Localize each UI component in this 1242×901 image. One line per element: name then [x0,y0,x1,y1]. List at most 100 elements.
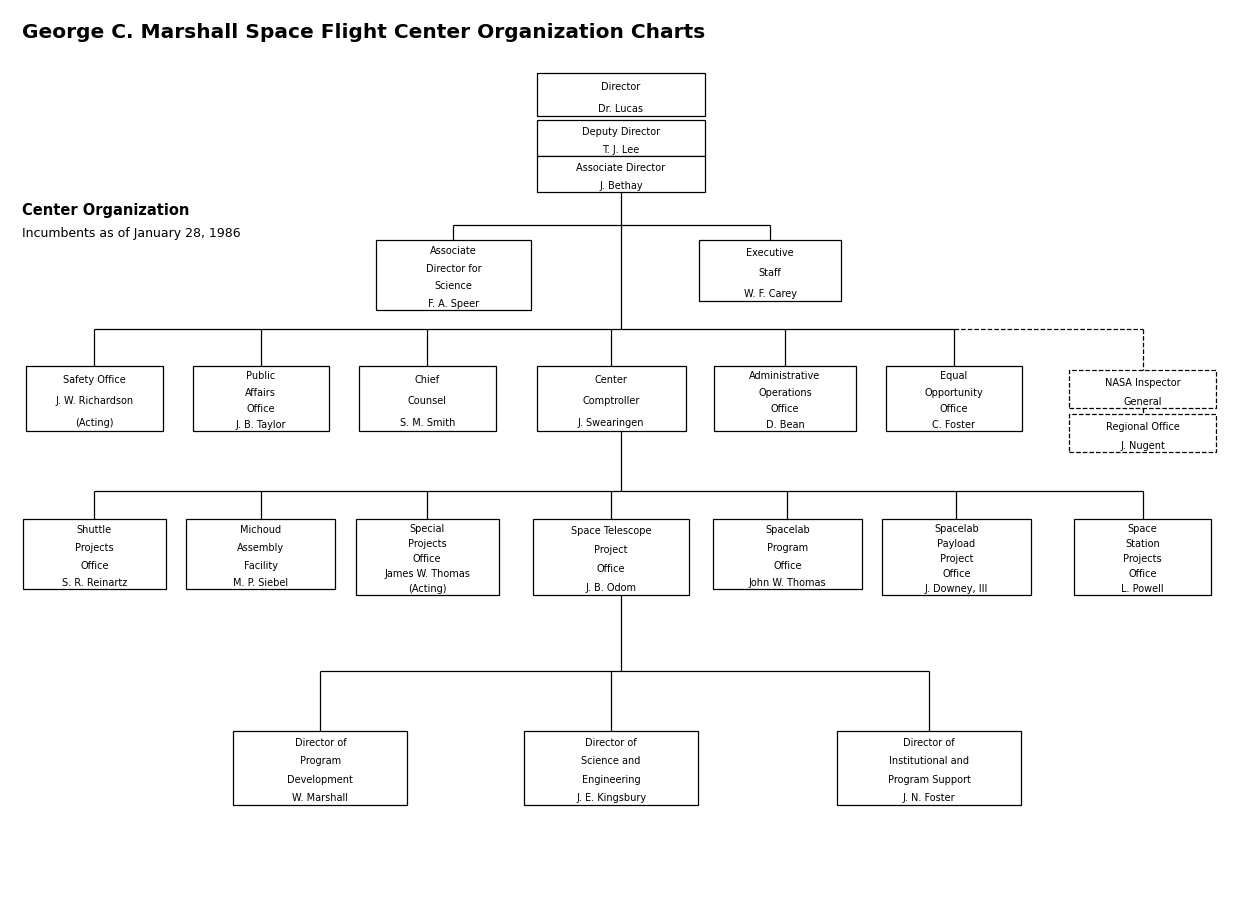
Text: Director for: Director for [426,264,481,274]
Text: Science and: Science and [581,756,641,766]
FancyBboxPatch shape [537,73,705,116]
FancyBboxPatch shape [355,519,498,595]
Text: Director of: Director of [294,738,347,748]
Text: Opportunity: Opportunity [924,387,984,397]
FancyBboxPatch shape [537,156,705,192]
FancyBboxPatch shape [698,240,842,301]
Text: Projects: Projects [1123,554,1163,564]
Text: Counsel: Counsel [407,396,447,406]
Text: Staff: Staff [759,268,781,278]
Text: W. Marshall: W. Marshall [292,793,349,803]
FancyBboxPatch shape [193,366,329,431]
Text: M. P. Siebel: M. P. Siebel [233,578,288,588]
Text: J. W. Richardson: J. W. Richardson [56,396,133,406]
Text: Incumbents as of January 28, 1986: Incumbents as of January 28, 1986 [22,227,241,240]
Text: Equal: Equal [940,371,968,381]
FancyBboxPatch shape [1074,519,1211,595]
FancyBboxPatch shape [233,731,407,805]
Text: Office: Office [81,560,108,570]
Text: Deputy Director: Deputy Director [582,126,660,137]
Text: Office: Office [247,404,274,414]
Text: Office: Office [771,404,799,414]
Text: Comptroller: Comptroller [582,396,640,406]
Text: J. Downey, III: J. Downey, III [924,585,989,595]
Text: Engineering: Engineering [581,775,641,785]
Text: (Acting): (Acting) [409,585,446,595]
Text: T. J. Lee: T. J. Lee [602,144,640,155]
Text: Office: Office [1129,569,1156,579]
Text: George C. Marshall Space Flight Center Organization Charts: George C. Marshall Space Flight Center O… [22,23,705,41]
FancyBboxPatch shape [837,731,1021,805]
Text: Payload: Payload [938,539,975,549]
Text: Associate Director: Associate Director [576,162,666,173]
Text: J. E. Kingsbury: J. E. Kingsbury [576,793,646,803]
FancyBboxPatch shape [26,366,163,431]
Text: J. B. Taylor: J. B. Taylor [236,420,286,430]
FancyBboxPatch shape [186,519,335,589]
Text: (Acting): (Acting) [76,418,113,428]
Text: L. Powell: L. Powell [1122,585,1164,595]
Text: W. F. Carey: W. F. Carey [744,289,796,299]
Text: Office: Office [597,564,625,574]
Text: Affairs: Affairs [246,387,276,397]
Text: NASA Inspector: NASA Inspector [1105,378,1180,387]
Text: C. Foster: C. Foster [933,420,975,430]
Text: Regional Office: Regional Office [1105,422,1180,432]
Text: Assembly: Assembly [237,543,284,553]
FancyBboxPatch shape [524,731,698,805]
Text: Executive: Executive [746,248,794,258]
Text: Safety Office: Safety Office [63,375,125,385]
Text: Space Telescope: Space Telescope [571,526,651,536]
Text: J. N. Foster: J. N. Foster [903,793,955,803]
Text: J. Nugent: J. Nugent [1120,441,1165,450]
Text: Science: Science [435,281,472,291]
Text: Development: Development [287,775,354,785]
FancyBboxPatch shape [537,120,705,156]
Text: Institutional and: Institutional and [889,756,969,766]
Text: F. A. Speer: F. A. Speer [427,299,479,309]
Text: Program Support: Program Support [888,775,970,785]
FancyBboxPatch shape [882,519,1031,595]
FancyBboxPatch shape [22,519,166,589]
Text: Director: Director [601,82,641,92]
Text: Public: Public [246,371,276,381]
FancyBboxPatch shape [713,366,857,431]
Text: Associate: Associate [430,246,477,256]
FancyBboxPatch shape [1069,370,1216,408]
Text: Program: Program [766,543,809,553]
Text: Office: Office [774,560,801,570]
Text: Center: Center [595,375,627,385]
Text: Space: Space [1128,523,1158,533]
Text: D. Bean: D. Bean [765,420,805,430]
FancyBboxPatch shape [537,366,686,431]
FancyBboxPatch shape [375,240,532,310]
FancyBboxPatch shape [534,519,688,595]
Text: Administrative: Administrative [749,371,821,381]
Text: S. M. Smith: S. M. Smith [400,418,455,428]
Text: S. R. Reinartz: S. R. Reinartz [62,578,127,588]
Text: Center Organization: Center Organization [22,203,190,218]
Text: John W. Thomas: John W. Thomas [749,578,826,588]
Text: Spacelab: Spacelab [934,523,979,533]
Text: Facility: Facility [243,560,278,570]
Text: Shuttle: Shuttle [77,525,112,535]
Text: Office: Office [943,569,970,579]
FancyBboxPatch shape [713,519,862,589]
Text: Chief: Chief [415,375,440,385]
Text: General: General [1124,396,1161,406]
Text: Station: Station [1125,539,1160,549]
Text: Projects: Projects [407,539,447,549]
Text: J. Bethay: J. Bethay [599,180,643,191]
Text: Project: Project [940,554,972,564]
FancyBboxPatch shape [886,366,1022,431]
Text: J. B. Odom: J. B. Odom [585,583,637,593]
Text: Program: Program [299,756,342,766]
FancyBboxPatch shape [359,366,496,431]
Text: J. Swearingen: J. Swearingen [578,418,645,428]
Text: Office: Office [414,554,441,564]
Text: Director of: Director of [903,738,955,748]
Text: Office: Office [940,404,968,414]
FancyBboxPatch shape [1069,414,1216,452]
Text: Projects: Projects [75,543,114,553]
Text: James W. Thomas: James W. Thomas [384,569,471,579]
